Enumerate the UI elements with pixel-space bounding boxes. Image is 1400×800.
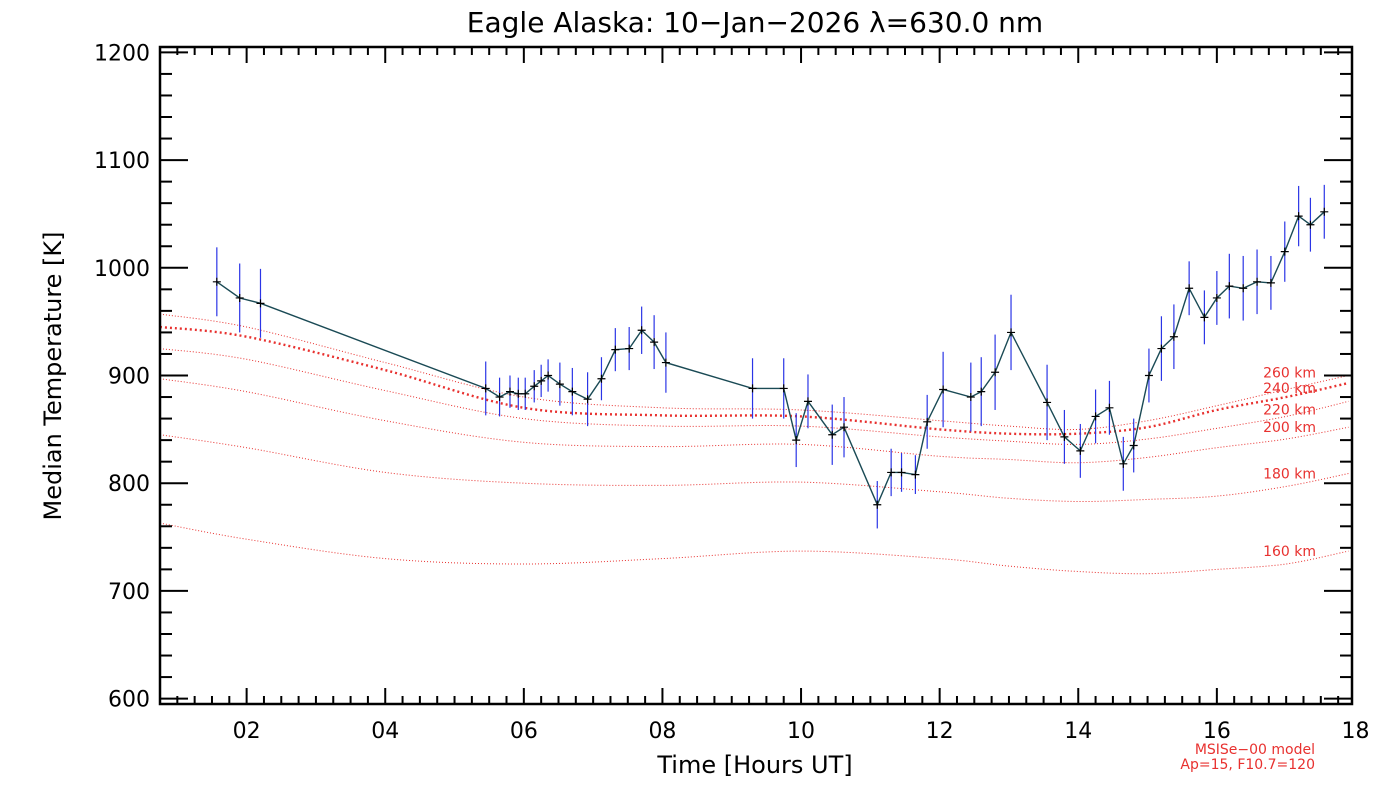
- data-point: [1200, 313, 1209, 322]
- plot-frame: [158, 45, 1354, 706]
- data-point: [1076, 446, 1085, 455]
- data-point: [1185, 284, 1194, 293]
- y-tick-label: 600: [108, 688, 150, 713]
- data-point: [1060, 432, 1069, 441]
- data-point: [481, 384, 490, 393]
- data-point: [911, 470, 920, 479]
- data-point: [966, 393, 975, 402]
- data-point: [495, 393, 504, 402]
- data-point: [1007, 328, 1016, 337]
- data-point: [887, 468, 896, 477]
- data-point: [505, 387, 514, 396]
- data-point: [1129, 441, 1138, 450]
- data-point: [650, 338, 659, 347]
- model-note-line-2: Ap=15, F10.7=120: [1180, 757, 1315, 773]
- x-tick-label: 06: [510, 719, 538, 744]
- data-point: [537, 376, 546, 385]
- data-point: [977, 387, 986, 396]
- data-point: [544, 371, 553, 380]
- data-point: [1225, 282, 1234, 291]
- data-point: [235, 293, 244, 302]
- x-axis-label: Time [Hours UT]: [656, 751, 852, 779]
- data-point: [256, 299, 265, 308]
- data-point: [1212, 293, 1221, 302]
- model-curve-180-km: [159, 434, 1349, 503]
- model-label-160-km: 160 km: [1263, 544, 1316, 560]
- data-point: [521, 389, 530, 398]
- y-tick-label: 700: [108, 580, 150, 605]
- data-point: [568, 387, 577, 396]
- model-curve-200-km: [159, 378, 1349, 464]
- data-point: [514, 389, 523, 398]
- data-point: [1043, 398, 1052, 407]
- data-point: [803, 397, 812, 406]
- data-point: [1105, 403, 1114, 412]
- data-point: [792, 436, 801, 445]
- data-point: [1239, 284, 1248, 293]
- data-point: [1253, 277, 1262, 286]
- data-line: [216, 211, 1325, 507]
- model-label-180-km: 180 km: [1263, 467, 1316, 483]
- data-point: [1091, 412, 1100, 421]
- data-point: [1280, 247, 1289, 256]
- data-point: [923, 417, 932, 426]
- data-point: [637, 326, 646, 335]
- model-label-220-km: 220 km: [1263, 402, 1316, 418]
- x-tick-label: 10: [787, 719, 815, 744]
- model-curve-160-km: [159, 522, 1349, 575]
- data-point: [597, 374, 606, 383]
- y-tick-label: 1200: [94, 41, 150, 66]
- data-point: [1266, 278, 1275, 287]
- data-point: [840, 423, 849, 432]
- data-point: [212, 277, 221, 286]
- data-point: [1294, 212, 1303, 221]
- data-point: [661, 358, 670, 367]
- y-tick-label: 1000: [94, 257, 150, 282]
- y-tick-label: 1100: [94, 149, 150, 174]
- x-tick-label: 18: [1341, 719, 1369, 744]
- x-tick-label: 12: [926, 719, 954, 744]
- y-tick-label: 900: [108, 365, 150, 390]
- model-label-240-km: 240 km: [1263, 381, 1316, 397]
- x-tick-label: 08: [648, 719, 676, 744]
- data-point: [748, 384, 757, 393]
- x-tick-label: 04: [371, 719, 399, 744]
- model-note-line-1: MSISe−00 model: [1195, 742, 1315, 758]
- data-point: [1157, 344, 1166, 353]
- data-point: [583, 395, 592, 404]
- model-label-260-km: 260 km: [1263, 366, 1316, 382]
- x-tick-label: 16: [1203, 719, 1231, 744]
- model-curve-260-km: [159, 313, 1349, 431]
- data-series: [212, 184, 1329, 529]
- data-point: [555, 380, 564, 389]
- data-point: [625, 344, 634, 353]
- data-point: [1144, 371, 1153, 380]
- axes: 02 04 06 08 10 12 14 16 18 600 700 800 900 1000 1100 12…: [94, 41, 1369, 744]
- data-point: [873, 500, 882, 509]
- y-tick-label: 800: [108, 472, 150, 497]
- model-label-200-km: 200 km: [1263, 420, 1316, 436]
- model-curve-240-km: [159, 325, 1349, 436]
- data-point: [1320, 207, 1329, 216]
- data-point: [1169, 332, 1178, 341]
- x-tick-label: 02: [233, 719, 261, 744]
- data-point: [991, 368, 1000, 377]
- data-point: [828, 430, 837, 439]
- model-curve-220-km: [159, 348, 1349, 445]
- data-point: [1306, 220, 1315, 229]
- data-point: [530, 382, 539, 391]
- data-point: [611, 345, 620, 354]
- data-point: [1119, 459, 1128, 468]
- y-axis-label: Median Temperature [K]: [39, 231, 67, 520]
- data-point: [779, 384, 788, 393]
- data-point: [897, 468, 906, 477]
- data-point: [939, 385, 948, 394]
- chart-title: Eagle Alaska: 10−Jan−2026 λ=630.0 nm: [467, 6, 1043, 39]
- x-tick-label: 14: [1064, 719, 1092, 744]
